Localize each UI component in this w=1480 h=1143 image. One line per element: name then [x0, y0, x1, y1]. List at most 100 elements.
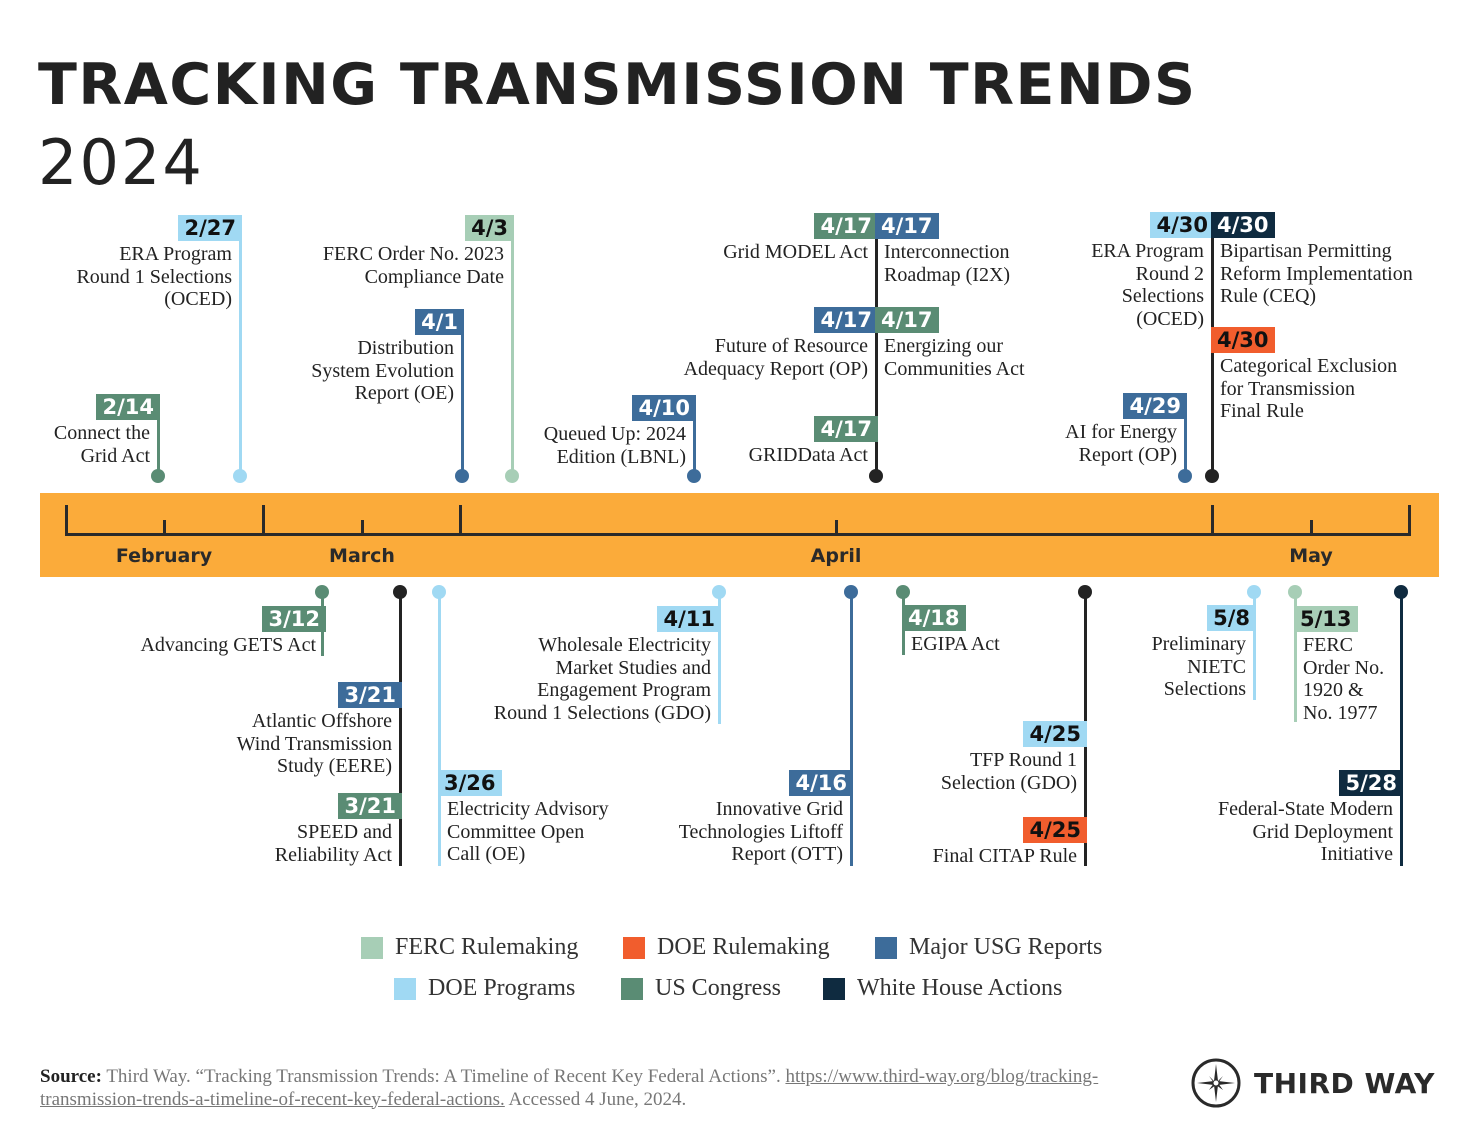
- event-description-line: Call (OE): [447, 843, 526, 865]
- event-date-badge: 4/25: [1023, 817, 1087, 843]
- event-marker-dot: [1394, 585, 1408, 599]
- axis-tick: [1211, 505, 1214, 536]
- event-date-badge: 5/13: [1294, 606, 1358, 632]
- event-description: Final CITAP Rule: [933, 845, 1077, 868]
- event-description-line: FERC Order No. 2023: [322, 243, 504, 265]
- event-marker-dot: [896, 585, 910, 599]
- axis-tick: [262, 505, 265, 536]
- event-description: Preliminary NIETC Selections: [1152, 633, 1246, 701]
- event-date-badge: 4/11: [657, 606, 721, 632]
- event-stem: [398, 592, 402, 866]
- event-description: Connect the Grid Act: [54, 422, 150, 467]
- source-link[interactable]: https://www.third-way.org/blog/tracking-…: [40, 1066, 1099, 1110]
- event-stem: [692, 395, 696, 476]
- event-description-line: Grid MODEL Act: [723, 241, 868, 263]
- event-marker-dot: [151, 469, 165, 483]
- event-description-line: Wind Transmission: [236, 732, 392, 755]
- legend-label: DOE Programs: [428, 975, 576, 1001]
- legend-label: US Congress: [655, 975, 782, 1001]
- legend-label: Major USG Reports: [909, 934, 1103, 960]
- event-description-line: Final CITAP Rule: [932, 845, 1077, 867]
- logo-text: THIRD WAY: [1254, 1066, 1435, 1100]
- event-description: FERC Order No. 2023 Compliance Date: [323, 243, 504, 288]
- event-description-line: Round 2: [1135, 262, 1204, 285]
- event-date-badge: 5/28: [1339, 770, 1403, 796]
- axis-tick: [361, 520, 364, 536]
- event-description: SPEED and Reliability Act: [275, 821, 392, 866]
- legend-item-doe-programs: DOE Programs: [394, 975, 575, 1002]
- legend-swatch: [361, 936, 383, 959]
- event-description-line: Compliance Date: [364, 265, 504, 288]
- event-date-badge: 4/17: [875, 213, 939, 239]
- event-description-line: Engagement Program: [537, 679, 711, 701]
- event-description-line: 1920 &: [1303, 679, 1364, 701]
- legend-swatch: [623, 936, 645, 959]
- event-date-badge: 2/14: [96, 394, 160, 420]
- event-description: Energizing our Communities Act: [884, 335, 1025, 380]
- legend-item-ferc: FERC Rulemaking: [361, 934, 578, 961]
- event-description-line: FERC: [1303, 634, 1354, 656]
- event-stem: [1183, 393, 1187, 476]
- source-label: Source:: [40, 1066, 102, 1087]
- event-date-badge: 4/17: [814, 307, 878, 333]
- month-label-april: April: [810, 545, 862, 567]
- event-stem: [717, 592, 721, 724]
- event-description: Grid MODEL Act: [723, 241, 868, 264]
- event-description-line: ERA Program: [119, 243, 232, 265]
- event-description: Future of Resource Adequacy Report (OP): [684, 335, 868, 380]
- event-date-badge: 4/29: [1123, 393, 1187, 419]
- axis-tick: [65, 505, 68, 536]
- axis-tick: [163, 520, 166, 536]
- event-marker-dot: [712, 585, 726, 599]
- event-date-badge: 4/16: [789, 770, 853, 796]
- event-date-badge: 4/1: [415, 309, 464, 335]
- event-date-badge: 4/17: [814, 416, 878, 442]
- event-description-line: Selection (GDO): [940, 771, 1077, 794]
- event-description-line: Preliminary: [1151, 633, 1246, 655]
- event-marker-dot: [844, 585, 858, 599]
- event-marker-dot: [1247, 585, 1261, 599]
- axis-tick: [1408, 505, 1411, 536]
- event-description: Bipartisan Permitting Reform Implementati…: [1220, 240, 1413, 308]
- event-description-line: Categorical Exclusion: [1220, 355, 1398, 377]
- legend-label: White House Actions: [857, 975, 1063, 1001]
- event-description-line: Reliability Act: [274, 843, 392, 866]
- event-marker-dot: [1288, 585, 1302, 599]
- event-date-badge: 4/30: [1150, 212, 1214, 238]
- event-date-badge: 2/27: [178, 215, 242, 241]
- event-marker-dot: [233, 469, 247, 483]
- event-date-badge: 4/17: [875, 307, 939, 333]
- event-description-line: Roadmap (I2X): [884, 263, 1011, 286]
- month-label-may: May: [1289, 545, 1333, 567]
- event-description-line: Federal-State Modern: [1218, 798, 1393, 820]
- month-label-february: February: [115, 545, 213, 567]
- event-marker-dot: [315, 585, 329, 599]
- event-description: Categorical Exclusion for Transmission Fin…: [1220, 355, 1397, 423]
- event-description-line: No. 1977: [1303, 701, 1378, 724]
- page-title: TRACKING TRANSMISSION TRENDS: [38, 52, 1197, 118]
- event-description-line: Round 1 Selections: [76, 265, 232, 288]
- event-stem: [874, 213, 878, 476]
- event-description-line: Initiative: [1320, 843, 1393, 865]
- event-date-badge: 5/8: [1207, 605, 1256, 631]
- event-description-line: Bipartisan Permitting: [1220, 240, 1392, 262]
- event-stem: [437, 592, 441, 866]
- legend-label: DOE Rulemaking: [657, 934, 830, 960]
- event-date-badge: 4/25: [1023, 721, 1087, 747]
- event-description-line: Order No.: [1303, 656, 1385, 679]
- event-description-line: SPEED and: [297, 821, 392, 843]
- event-description-line: Atlantic Offshore: [251, 710, 392, 732]
- event-description-line: Communities Act: [884, 357, 1025, 380]
- event-description-line: (OCED): [1136, 307, 1204, 330]
- event-date-badge: 4/30: [1211, 327, 1275, 353]
- event-description-line: Reform Implementation: [1220, 262, 1413, 285]
- event-description: Innovative Grid Technologies Liftoff Repor…: [679, 798, 843, 866]
- event-description-line: Distribution: [357, 337, 454, 359]
- event-description-line: EGIPA Act: [911, 633, 1000, 655]
- event-description-line: GRIDData Act: [748, 444, 868, 466]
- compass-icon: [1191, 1058, 1241, 1108]
- event-description-line: Selections: [1163, 678, 1246, 700]
- month-label-march: March: [329, 545, 395, 567]
- event-description: Federal-State Modern Grid Deployment Initi…: [1218, 798, 1393, 866]
- legend-item-usg-reports: Major USG Reports: [875, 934, 1102, 961]
